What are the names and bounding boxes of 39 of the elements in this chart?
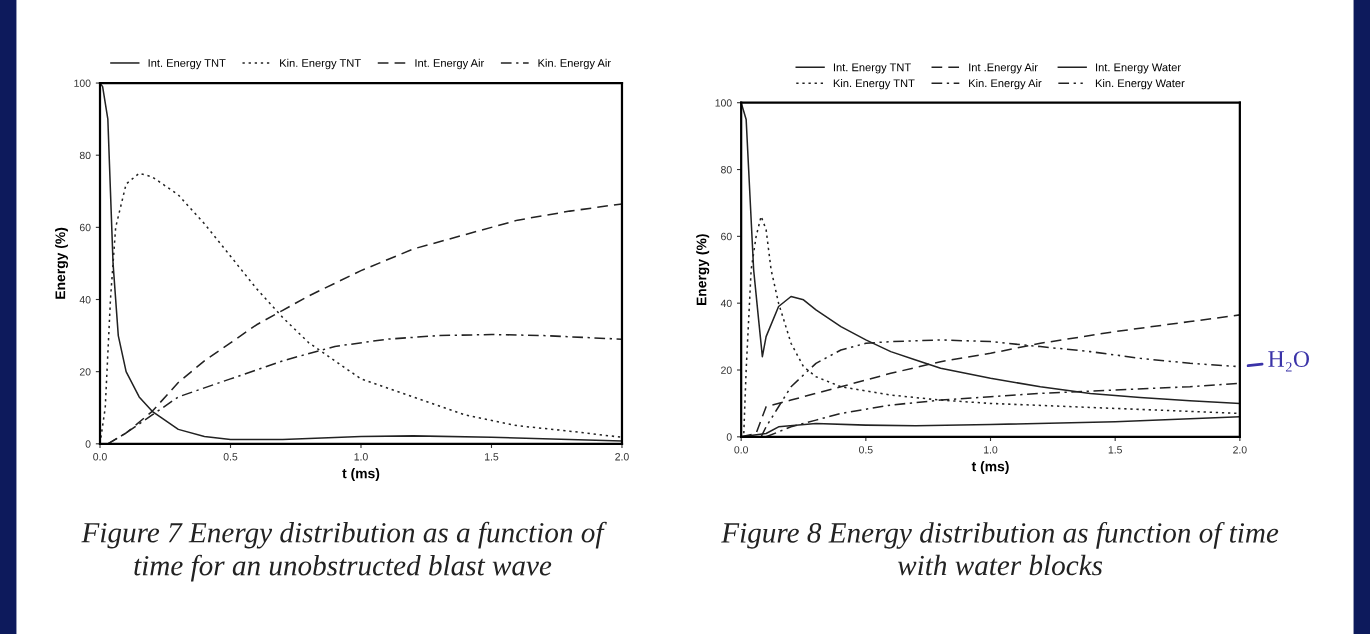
- y-tick-label: 20: [79, 368, 91, 376]
- legend-label: Kin. Energy Air: [538, 58, 611, 70]
- y-axis-title: Energy (%): [696, 234, 710, 306]
- y-tick-label: 40: [79, 296, 91, 304]
- legend-label: Int. Energy TNT: [833, 63, 911, 74]
- caption: Figure 8 Energy distribution as function of time with water blocks: [721, 521, 1279, 576]
- x-tick-label: 1.5: [1108, 446, 1122, 454]
- x-tick-label: 1.0: [354, 453, 368, 461]
- legend-label: Kin. Energy Air: [969, 79, 1042, 90]
- x-tick-label: 0.5: [223, 453, 238, 461]
- y-tick-label: 100: [715, 99, 732, 107]
- legend-label: Int. Energy Air: [415, 58, 485, 70]
- y-tick-label: 100: [74, 79, 91, 87]
- x-tick-label: 2.0: [1233, 446, 1247, 454]
- y-tick-label: 0: [85, 440, 91, 448]
- x-tick-label: 0.0: [93, 453, 107, 461]
- y-tick-label: 20: [721, 366, 732, 374]
- y-tick-label: 60: [79, 223, 91, 232]
- y-tick-label: 80: [721, 166, 732, 174]
- x-tick-label: 2.0: [615, 453, 629, 461]
- legend-label: Kin. Energy TNT: [833, 79, 915, 90]
- y-tick-label: 60: [721, 232, 732, 241]
- x-axis-title: t (ms): [342, 468, 380, 482]
- legend-label: Kin. Energy Water: [1095, 79, 1185, 90]
- y-tick-label: 40: [720, 299, 732, 308]
- annotation: H₂O: [1268, 351, 1309, 372]
- x-tick-label: 1.5: [485, 453, 499, 461]
- x-tick-label: 1.0: [984, 446, 998, 454]
- y-axis-title: Energy (%): [55, 227, 69, 299]
- x-axis-title: t (ms): [971, 461, 1009, 475]
- legend-label: Int. Energy Water: [1096, 63, 1181, 74]
- legend-label: Int .Energy Air: [969, 63, 1038, 74]
- legend-label: Kin. Energy TNT: [280, 58, 361, 70]
- y-tick-label: 0: [726, 433, 732, 441]
- x-tick-label: 0.5: [859, 446, 873, 454]
- x-tick-label: 0.0: [734, 446, 748, 454]
- caption: Figure 7 Energy distribution as a function of time for an unobstructed blast wave: [81, 521, 607, 582]
- y-tick-label: 80: [79, 151, 91, 160]
- legend-label: Int. Energy TNT: [148, 59, 226, 70]
